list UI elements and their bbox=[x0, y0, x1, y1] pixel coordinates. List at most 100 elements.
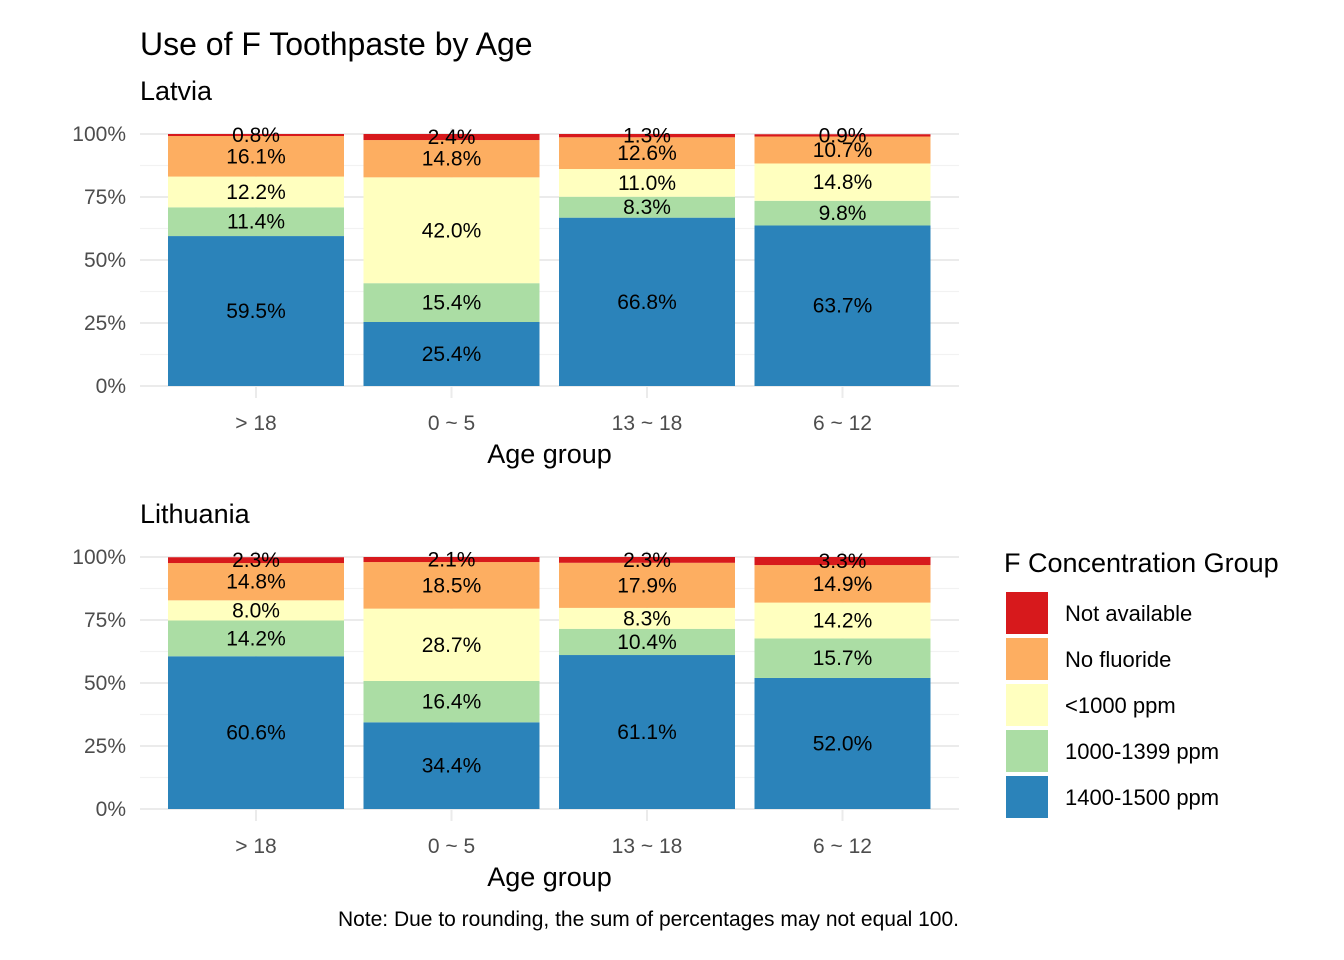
bar-value-label: 10.7% bbox=[813, 139, 873, 162]
bar-segment bbox=[363, 557, 540, 563]
x-tick-label: 13 ~ 18 bbox=[612, 412, 683, 435]
bar-segment bbox=[559, 134, 735, 138]
panel-lithuania: Lithuania 0% 25% 50% 75% 100% 60.6% 14.2% 8.0% 14… bbox=[72, 499, 959, 892]
bar-segment bbox=[754, 557, 931, 566]
bar-segment bbox=[559, 562, 735, 608]
legend-label: <1000 ppm bbox=[1065, 693, 1176, 718]
bar-segment bbox=[168, 176, 344, 208]
y-tick-label: 0% bbox=[96, 798, 126, 821]
y-tick-label: 50% bbox=[84, 672, 126, 695]
bar-value-label: 12.6% bbox=[617, 142, 677, 165]
bar-value-label: 52.0% bbox=[813, 732, 873, 755]
legend-label: No fluoride bbox=[1065, 647, 1171, 672]
bar-segment bbox=[559, 628, 735, 656]
y-tick-label: 50% bbox=[84, 249, 126, 272]
bar-value-label: 16.4% bbox=[422, 691, 482, 714]
bar-value-label: 14.8% bbox=[226, 571, 286, 594]
bar-value-label: 16.1% bbox=[226, 145, 286, 168]
legend-swatch bbox=[1006, 730, 1048, 772]
x-tick-label: 0 ~ 5 bbox=[428, 412, 475, 435]
bar-segment bbox=[754, 134, 931, 137]
x-tick-label: 13 ~ 18 bbox=[612, 835, 683, 858]
bar-segment bbox=[168, 563, 344, 601]
bar-segment bbox=[168, 620, 344, 657]
bar-value-label: 8.3% bbox=[623, 607, 671, 630]
x-tick-label: 6 ~ 12 bbox=[813, 412, 872, 435]
bar-value-label: 8.0% bbox=[232, 599, 280, 622]
bar-value-label: 14.9% bbox=[813, 573, 873, 596]
bar-segment bbox=[754, 565, 931, 603]
legend-label: 1400-1500 ppm bbox=[1065, 785, 1219, 810]
bar-value-label: 2.3% bbox=[232, 549, 280, 572]
bar-value-label: 14.2% bbox=[813, 610, 873, 633]
x-tick-label: 6 ~ 12 bbox=[813, 835, 872, 858]
bar-segment bbox=[559, 169, 735, 197]
legend-swatch bbox=[1006, 592, 1048, 634]
panel-latvia: Latvia 0% 25% 50% 75% 100% 59.5% 11.4% 12.2% 16.1… bbox=[72, 76, 959, 469]
bar-segment bbox=[363, 140, 540, 178]
bar-value-label: 59.5% bbox=[226, 300, 286, 323]
bar-value-label: 60.6% bbox=[226, 722, 286, 745]
bar-segment bbox=[559, 557, 735, 563]
bar-segment bbox=[363, 680, 540, 723]
bar-value-label: 1.3% bbox=[623, 125, 671, 148]
bar-segment bbox=[754, 163, 931, 201]
bar-value-label: 25.4% bbox=[422, 343, 482, 366]
panel-subtitle: Lithuania bbox=[140, 499, 251, 529]
y-tick-label: 25% bbox=[84, 312, 126, 335]
bar-segment bbox=[168, 557, 344, 564]
bar-value-label: 15.4% bbox=[422, 292, 482, 315]
x-tick-label: > 18 bbox=[235, 412, 276, 435]
x-tick-label: > 18 bbox=[235, 835, 276, 858]
bar-value-label: 10.4% bbox=[617, 631, 677, 654]
bar-segment bbox=[168, 236, 344, 386]
bar-segment bbox=[168, 136, 344, 177]
bar-value-label: 3.3% bbox=[819, 550, 867, 573]
bar-segment bbox=[363, 134, 540, 141]
bar-segment bbox=[559, 607, 735, 629]
bar-value-label: 9.8% bbox=[819, 202, 867, 225]
bar-value-label: 12.2% bbox=[226, 181, 286, 204]
bar-segment bbox=[559, 137, 735, 170]
bar-value-label: 63.7% bbox=[813, 295, 873, 318]
x-axis-title: Age group bbox=[487, 862, 612, 892]
chart-title: Use of F Toothpaste by Age bbox=[140, 26, 533, 62]
panel-subtitle: Latvia bbox=[140, 76, 213, 106]
footnote: Note: Due to rounding, the sum of percen… bbox=[338, 908, 959, 931]
bar-value-label: 66.8% bbox=[617, 291, 677, 314]
bar-value-label: 17.9% bbox=[617, 574, 677, 597]
bar-value-label: 8.3% bbox=[623, 196, 671, 219]
bar-segment bbox=[363, 283, 540, 322]
bar-segment bbox=[559, 196, 735, 218]
bar-value-label: 11.0% bbox=[618, 172, 676, 195]
bar-value-label: 14.8% bbox=[813, 171, 873, 194]
legend: F Concentration Group Not available No fl… bbox=[1004, 548, 1279, 818]
bar-value-label: 2.3% bbox=[623, 549, 671, 572]
bar-segment bbox=[168, 207, 344, 237]
bar-value-label: 0.8% bbox=[232, 124, 280, 147]
bar-segment bbox=[168, 656, 344, 809]
bar-segment bbox=[168, 134, 344, 137]
bar-segment bbox=[363, 562, 540, 609]
legend-title: F Concentration Group bbox=[1004, 548, 1279, 578]
y-tick-label: 100% bbox=[72, 123, 126, 146]
bar-segment bbox=[559, 217, 735, 386]
bar-value-label: 14.8% bbox=[422, 148, 482, 171]
y-tick-label: 100% bbox=[72, 546, 126, 569]
bar-segment bbox=[363, 722, 540, 809]
bar-value-label: 0.9% bbox=[819, 124, 867, 147]
bar-segment bbox=[754, 638, 931, 678]
bar-segment bbox=[559, 655, 735, 809]
bar-segment bbox=[363, 608, 540, 681]
legend-label: Not available bbox=[1065, 601, 1192, 626]
bar-segment bbox=[754, 225, 931, 386]
legend-swatch bbox=[1006, 776, 1048, 818]
bar-segment bbox=[754, 200, 931, 226]
x-tick-label: 0 ~ 5 bbox=[428, 835, 475, 858]
y-tick-label: 75% bbox=[84, 609, 126, 632]
bar-segment bbox=[754, 136, 931, 164]
bar-value-label: 42.0% bbox=[422, 219, 482, 242]
bar-segment bbox=[754, 602, 931, 639]
